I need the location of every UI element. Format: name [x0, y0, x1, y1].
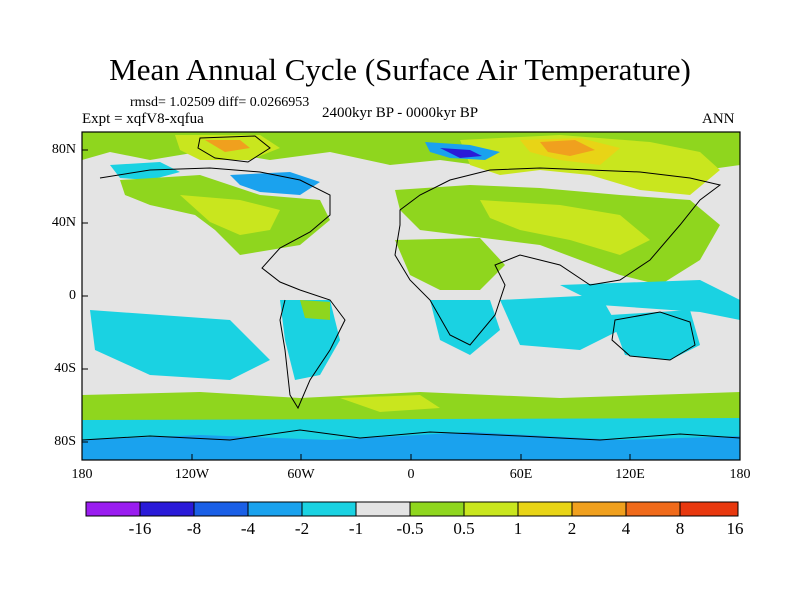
colorbar-swatch — [571, 501, 627, 517]
coast-north-america — [99, 167, 331, 291]
north-america-warmer — [180, 195, 280, 235]
colorbar-label: 4 — [621, 519, 631, 538]
x-tick-label: 120E — [615, 467, 645, 482]
asia-warmer — [480, 200, 650, 255]
colorbar-swatch — [85, 501, 141, 517]
colorbar-swatch — [193, 501, 249, 517]
colorbar-swatch — [301, 501, 357, 517]
coast-australia — [611, 311, 696, 361]
colorbar-swatch — [409, 501, 465, 517]
x-tick-label: 0 — [407, 467, 415, 482]
experiment-label: Expt = xqfV8-xqfua — [82, 111, 204, 127]
x-tick-label: 180 — [71, 467, 93, 482]
colorbar-swatch — [247, 501, 303, 517]
southern-warmer-patch — [340, 395, 440, 412]
axis-ticks — [81, 149, 741, 460]
y-tick-label: 0 — [69, 288, 76, 303]
coast-eurasia-africa — [394, 167, 722, 346]
colorbar-swatch — [679, 501, 739, 517]
x-tick-label: 180 — [729, 467, 751, 482]
anomaly-field — [82, 132, 740, 460]
period-label: 2400kyr BP - 0000kyr BP — [322, 105, 479, 121]
season-label: ANN — [702, 111, 735, 127]
stats-line: rmsd= 1.02509 diff= 0.0266953 — [130, 95, 310, 110]
amazon-warm — [300, 300, 330, 320]
africa-south-cool — [430, 300, 500, 355]
barents-cold — [440, 148, 482, 158]
eurasia-north-warm — [460, 135, 720, 195]
y-tick-label: 80S — [54, 434, 76, 449]
colorbar-label: -2 — [294, 519, 310, 538]
africa-north-warm — [395, 238, 505, 290]
greenland-hot — [205, 140, 250, 152]
coast-greenland — [197, 135, 271, 163]
colorbar-swatch — [355, 501, 411, 517]
x-tick-label: 60W — [287, 467, 315, 482]
chart-title: Mean Annual Cycle (Surface Air Temperatu… — [109, 52, 691, 87]
colorbar-swatch — [139, 501, 195, 517]
colorbar-label: 1 — [513, 519, 523, 538]
indian-ocean-cool — [500, 295, 620, 350]
colorbar-label: 16 — [726, 519, 744, 538]
colorbar-label: 2 — [567, 519, 577, 538]
canada-cool — [230, 172, 320, 195]
colorbar — [85, 501, 739, 517]
colorbar-swatch — [463, 501, 519, 517]
coastlines — [82, 135, 740, 441]
colorbar-label: -4 — [240, 519, 256, 538]
colorbar-swatch — [517, 501, 573, 517]
colorbar-label: -8 — [186, 519, 202, 538]
colorbar-label: 0.5 — [453, 519, 475, 538]
y-tick-label: 40N — [51, 215, 76, 230]
colorbar-swatch — [625, 501, 681, 517]
tropical-pacific-cool — [560, 280, 740, 320]
x-tick-label: 120W — [174, 467, 210, 482]
siberia-hot — [540, 140, 595, 156]
coast-antarctica — [82, 429, 740, 441]
south-america-cool — [280, 300, 340, 380]
coast-south-america — [279, 289, 346, 410]
colorbar-label: -0.5 — [396, 519, 424, 538]
colorbar-label: 8 — [675, 519, 685, 538]
australia-cool — [610, 310, 700, 360]
colorbar-label: -16 — [128, 519, 152, 538]
x-tick-label: 60E — [509, 467, 533, 482]
y-tick-label: 80N — [51, 142, 76, 157]
pacific-cool — [90, 310, 270, 380]
y-tick-label: 40S — [54, 361, 76, 376]
colorbar-label: -1 — [348, 519, 364, 538]
